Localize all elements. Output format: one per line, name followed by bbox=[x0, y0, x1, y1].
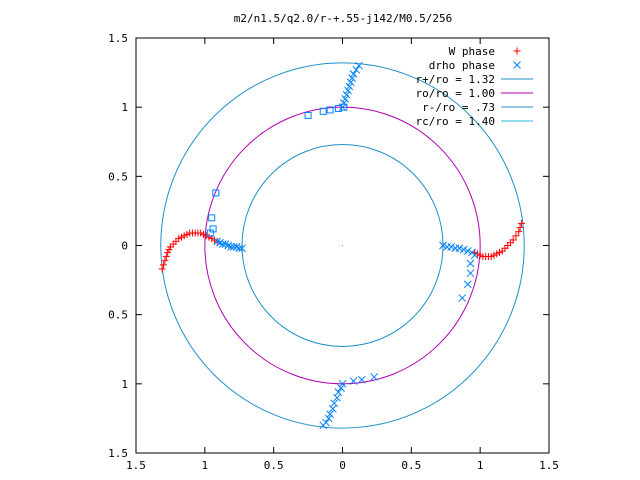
data-point bbox=[352, 65, 361, 74]
data-point bbox=[349, 377, 358, 385]
origin-dot bbox=[341, 244, 344, 247]
data-point bbox=[463, 247, 472, 255]
data-point bbox=[326, 410, 334, 419]
data-point bbox=[458, 294, 467, 302]
data-point bbox=[342, 90, 351, 99]
data-point bbox=[466, 259, 475, 268]
data-point bbox=[516, 224, 524, 232]
data-point bbox=[319, 107, 327, 115]
data-point bbox=[160, 261, 168, 269]
data-points bbox=[158, 61, 525, 430]
data-point bbox=[161, 257, 169, 265]
data-point bbox=[324, 414, 333, 423]
axis-ticks: 1.5 1 0.5 0 0.5 1 1.51.510.500.511.5 bbox=[108, 32, 559, 472]
data-point bbox=[459, 245, 468, 254]
x-tick-label: 1.5 bbox=[539, 459, 559, 472]
data-point bbox=[326, 106, 334, 114]
data-point bbox=[447, 243, 456, 251]
y-tick-label: 1 bbox=[121, 101, 128, 114]
data-point bbox=[224, 241, 233, 250]
legend-label: ro/ro = 1.00 bbox=[416, 87, 495, 100]
data-point bbox=[509, 236, 517, 244]
data-point bbox=[341, 95, 350, 103]
data-point bbox=[346, 78, 355, 87]
y-tick-label: 0 bbox=[121, 240, 128, 253]
data-point bbox=[349, 70, 358, 78]
data-point bbox=[162, 253, 170, 261]
data-point bbox=[515, 228, 523, 236]
data-point bbox=[357, 375, 366, 384]
data-point bbox=[348, 74, 356, 82]
x-tick-label: 1 bbox=[477, 459, 484, 472]
data-point bbox=[319, 421, 328, 430]
data-point bbox=[208, 214, 216, 222]
data-point bbox=[158, 265, 166, 273]
x-tick-label: 0 bbox=[339, 459, 346, 472]
legend-swatch bbox=[513, 61, 521, 69]
data-point bbox=[329, 404, 337, 413]
data-point bbox=[212, 189, 220, 197]
reference-circle bbox=[160, 62, 525, 429]
legend-label: drho phase bbox=[429, 59, 495, 72]
legend-label: r+/ro = 1.32 bbox=[416, 73, 495, 86]
data-point bbox=[512, 232, 520, 240]
data-point bbox=[304, 111, 312, 119]
y-tick-label: 1.5 bbox=[108, 32, 128, 45]
data-point bbox=[206, 229, 214, 237]
legend-label: r-/ro = .73 bbox=[422, 101, 495, 114]
x-tick-label: 0.5 bbox=[264, 459, 284, 472]
data-point bbox=[517, 219, 525, 227]
data-point bbox=[333, 393, 341, 402]
x-tick-label: 0.5 bbox=[401, 459, 421, 472]
legend-label: W phase bbox=[449, 45, 495, 58]
data-point bbox=[334, 388, 343, 396]
legend-swatch bbox=[513, 47, 521, 55]
data-point bbox=[340, 103, 348, 111]
data-point bbox=[238, 244, 246, 253]
data-point bbox=[227, 243, 235, 251]
x-tick-label: 1 bbox=[202, 459, 209, 472]
data-point bbox=[455, 244, 464, 253]
data-point bbox=[370, 373, 379, 381]
data-point bbox=[338, 379, 347, 388]
data-point bbox=[235, 244, 244, 253]
data-point bbox=[470, 251, 479, 260]
data-point bbox=[344, 86, 352, 95]
data-point bbox=[463, 280, 472, 289]
y-tick-label: 0.5 bbox=[108, 309, 128, 322]
data-point bbox=[439, 241, 447, 250]
data-point bbox=[337, 384, 345, 392]
data-point bbox=[345, 82, 354, 91]
y-tick-label: 1.5 bbox=[108, 447, 128, 460]
x-tick-label: 1.5 bbox=[126, 459, 146, 472]
data-point bbox=[355, 61, 363, 70]
legend-label: rc/ro = 1.40 bbox=[416, 115, 495, 128]
data-point bbox=[338, 103, 347, 112]
y-tick-label: 0.5 bbox=[108, 170, 128, 183]
chart-title: m2/n1.5/q2.0/r-+.55-j142/M0.5/256 bbox=[234, 12, 453, 25]
data-point bbox=[466, 269, 475, 278]
y-tick-label: 1 bbox=[121, 378, 128, 391]
